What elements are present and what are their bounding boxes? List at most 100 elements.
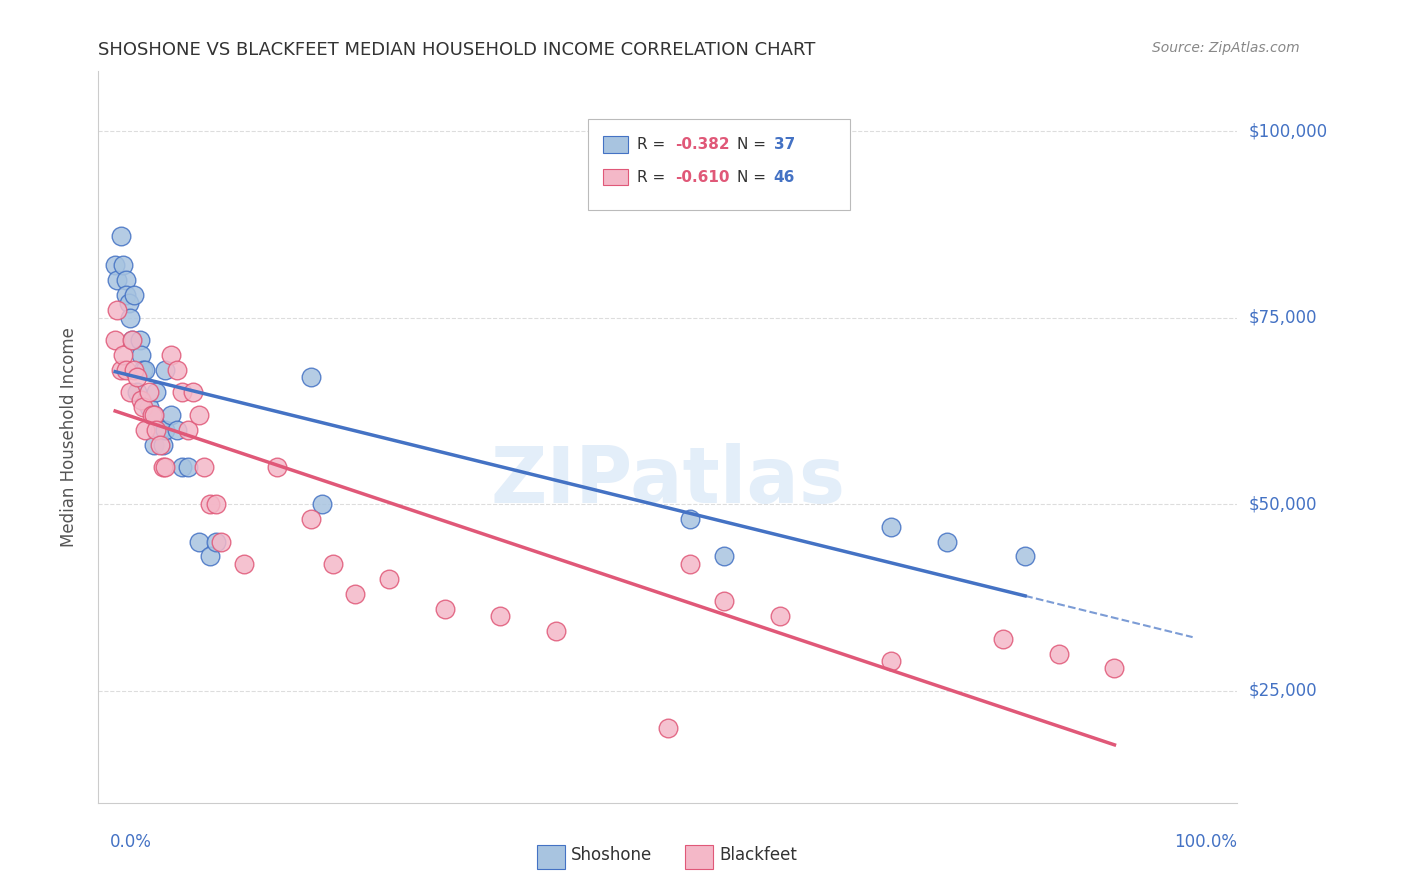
Point — [104, 333, 127, 347]
Point — [232, 557, 254, 571]
Point — [129, 348, 152, 362]
Point — [1104, 661, 1126, 675]
Point — [344, 587, 367, 601]
Point — [1047, 647, 1070, 661]
Point — [377, 572, 399, 586]
Point — [713, 594, 735, 608]
Point — [991, 632, 1014, 646]
Point — [679, 512, 702, 526]
Point — [679, 557, 702, 571]
Text: N =: N = — [737, 169, 772, 185]
Point — [880, 519, 903, 533]
Point — [115, 363, 138, 377]
Point — [121, 333, 143, 347]
Point — [149, 437, 172, 451]
Point — [111, 348, 134, 362]
Text: R =: R = — [637, 137, 671, 152]
Point — [160, 348, 183, 362]
Text: 100.0%: 100.0% — [1174, 833, 1237, 851]
Point — [138, 385, 160, 400]
Point — [143, 437, 166, 451]
Point — [880, 654, 903, 668]
Point — [107, 303, 129, 318]
Bar — [537, 846, 565, 869]
Y-axis label: Median Household Income: Median Household Income — [59, 327, 77, 547]
Point — [713, 549, 735, 564]
Point — [204, 534, 226, 549]
Point — [177, 423, 200, 437]
Point — [134, 363, 156, 377]
Point — [128, 333, 150, 347]
Text: $75,000: $75,000 — [1249, 309, 1317, 326]
Point — [110, 363, 132, 377]
Point — [187, 408, 209, 422]
Point — [111, 259, 134, 273]
Point — [166, 423, 188, 437]
Point — [152, 459, 174, 474]
Point — [132, 363, 155, 377]
Point — [132, 401, 155, 415]
Point — [149, 423, 172, 437]
Text: 0.0%: 0.0% — [110, 833, 152, 851]
Point — [266, 459, 288, 474]
Point — [299, 512, 322, 526]
Point — [489, 609, 512, 624]
Bar — [603, 136, 628, 153]
Point — [936, 534, 959, 549]
Point — [129, 392, 152, 407]
Point — [117, 295, 139, 310]
Bar — [685, 846, 713, 869]
Point — [198, 549, 221, 564]
Point — [209, 534, 232, 549]
Point — [118, 310, 141, 325]
Point — [138, 401, 160, 415]
Point — [187, 534, 209, 549]
Point — [546, 624, 568, 639]
Text: N =: N = — [737, 137, 772, 152]
Point — [141, 408, 163, 422]
Point — [433, 601, 456, 615]
Point — [127, 385, 149, 400]
Point — [143, 408, 166, 422]
Point — [198, 497, 221, 511]
Point — [155, 423, 177, 437]
Point — [172, 385, 194, 400]
Point — [145, 385, 167, 400]
Bar — [603, 169, 628, 186]
Point — [104, 259, 127, 273]
Point — [127, 370, 149, 384]
Text: Blackfeet: Blackfeet — [718, 847, 797, 864]
Point — [118, 385, 141, 400]
Text: 46: 46 — [773, 169, 796, 185]
Text: $100,000: $100,000 — [1249, 122, 1327, 140]
Point — [768, 609, 790, 624]
Point — [134, 423, 156, 437]
Text: -0.382: -0.382 — [675, 137, 730, 152]
Point — [177, 459, 200, 474]
Point — [110, 228, 132, 243]
Point — [322, 557, 344, 571]
Point — [193, 459, 215, 474]
Text: $50,000: $50,000 — [1249, 495, 1317, 513]
Point — [152, 437, 174, 451]
Text: 37: 37 — [773, 137, 794, 152]
FancyBboxPatch shape — [588, 119, 851, 211]
Point — [143, 408, 166, 422]
Point — [121, 333, 143, 347]
Point — [166, 363, 188, 377]
Point — [160, 408, 183, 422]
Text: Shoshone: Shoshone — [571, 847, 652, 864]
Text: -0.610: -0.610 — [675, 169, 730, 185]
Point — [115, 273, 138, 287]
Point — [122, 288, 145, 302]
Point — [115, 288, 138, 302]
Point — [145, 423, 167, 437]
Text: $25,000: $25,000 — [1249, 681, 1317, 700]
Point — [299, 370, 322, 384]
Point — [172, 459, 194, 474]
Text: R =: R = — [637, 169, 671, 185]
Point — [1014, 549, 1036, 564]
Point — [122, 363, 145, 377]
Text: Source: ZipAtlas.com: Source: ZipAtlas.com — [1152, 41, 1299, 54]
Point — [311, 497, 333, 511]
